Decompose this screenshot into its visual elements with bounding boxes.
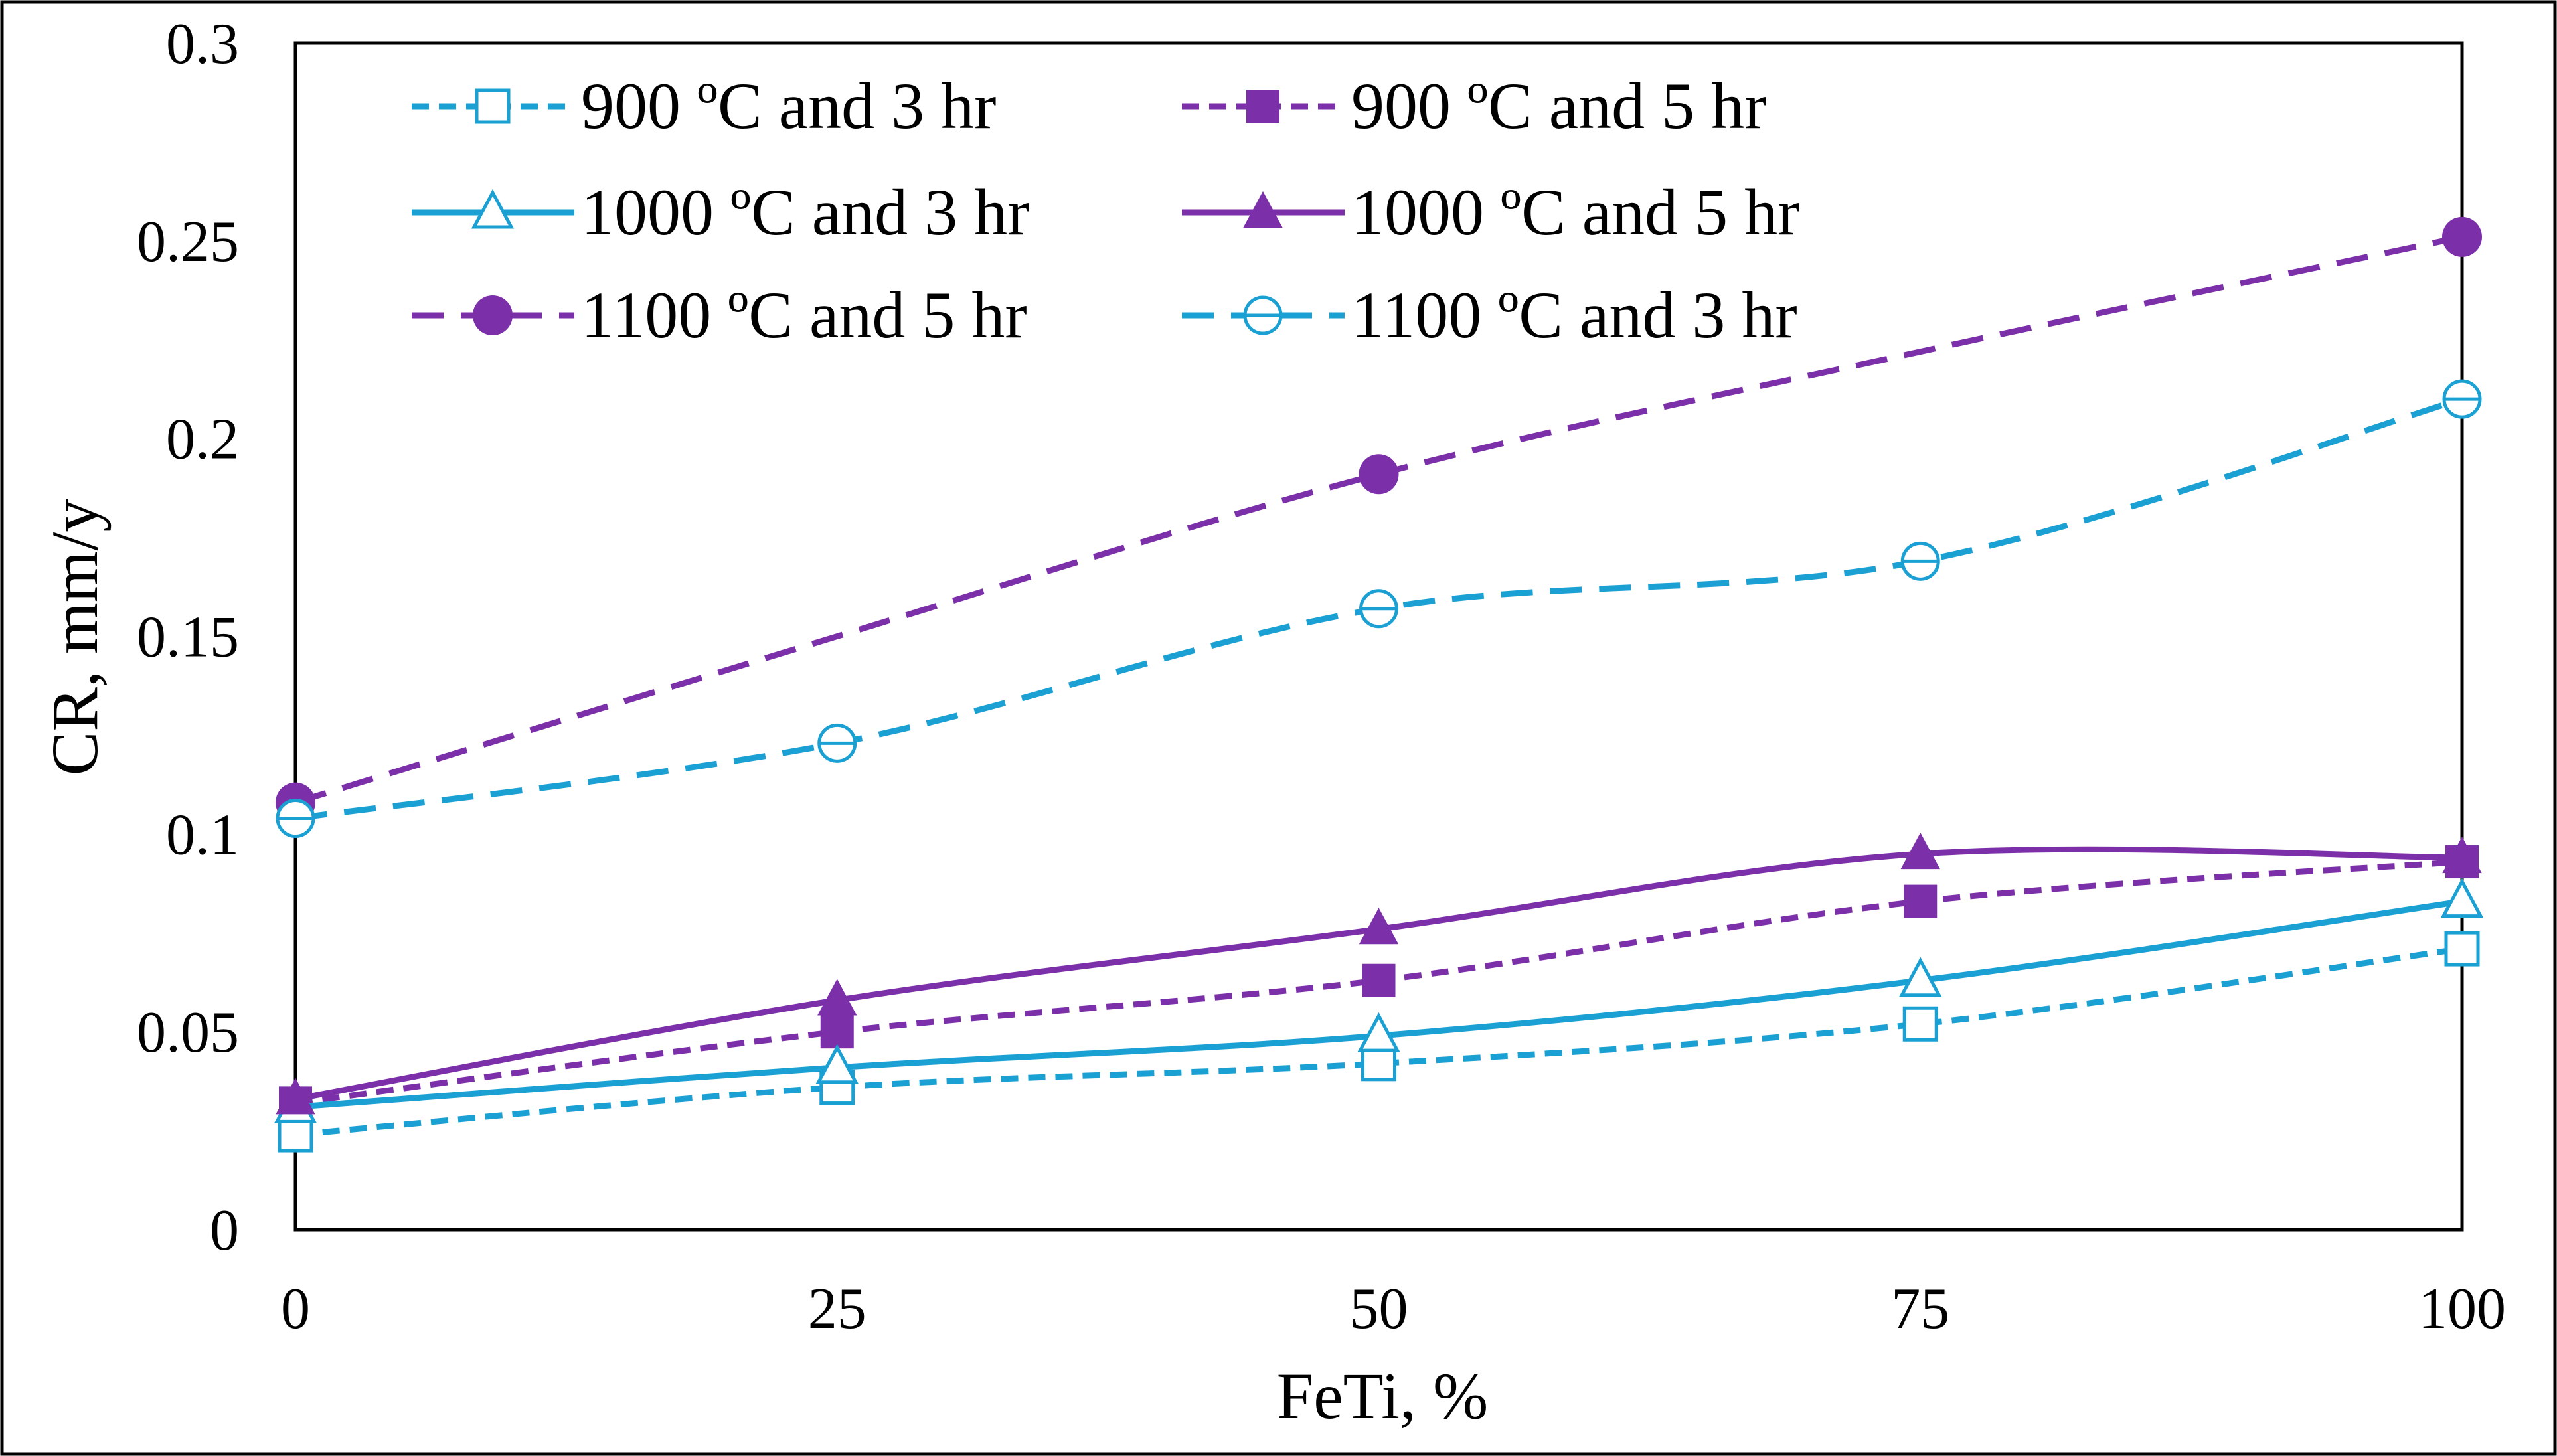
- data-point: [1359, 908, 1399, 945]
- legend-entry: 900 ºC and 5 hr: [1182, 69, 1766, 143]
- x-tick-label: 0: [281, 1277, 310, 1341]
- series-1: [278, 931, 2480, 1153]
- data-point: [1359, 454, 1399, 495]
- series-4: [276, 833, 2482, 1115]
- data-point: [2442, 379, 2482, 419]
- data-point: [820, 1015, 854, 1049]
- y-tick-label: 0.1: [166, 803, 239, 867]
- legend-label: 1100 ºC and 5 hr: [581, 278, 1027, 352]
- legend-label: 1000 ºC and 5 hr: [1351, 175, 1799, 249]
- data-point: [276, 799, 315, 839]
- y-tick-label: 0.2: [166, 408, 239, 472]
- legend-entry: 900 ºC and 3 hr: [412, 69, 996, 143]
- legend-label: 900 ºC and 5 hr: [1351, 69, 1766, 143]
- y-tick-label: 0.15: [137, 606, 239, 670]
- axes: 0 0.05 0.1 0.15 0.2 0.25 0.3 0 25 50 75 100: [137, 12, 2506, 1341]
- legend-marker: [1243, 191, 1283, 228]
- legend-label: 1000 ºC and 3 hr: [581, 175, 1029, 249]
- data-point: [278, 1117, 313, 1153]
- x-tick-label: 50: [1350, 1277, 1408, 1341]
- y-tick-label: 0.25: [137, 210, 239, 274]
- legend-marker: [475, 88, 511, 124]
- plot-area-border: [293, 41, 2464, 1232]
- legend-marker: [473, 295, 513, 335]
- legend-marker: [1246, 90, 1279, 123]
- x-tick-label: 25: [808, 1277, 866, 1341]
- data-point: [1357, 1012, 1400, 1052]
- data-point: [1899, 957, 1942, 997]
- data-point: [1900, 833, 1940, 870]
- y-tick-label: 0.3: [166, 12, 239, 76]
- legend: 900 ºC and 3 hr 900 ºC and 5 hr 1000 ºC an…: [412, 69, 1799, 352]
- data-point: [817, 979, 857, 1016]
- x-axis-label: FeTi, %: [1277, 1359, 1489, 1433]
- data-point: [2444, 931, 2480, 967]
- y-tick-label: 0.05: [137, 1001, 239, 1065]
- data-point: [815, 1044, 859, 1084]
- data-point: [1362, 963, 1396, 997]
- data-point: [1900, 541, 1940, 581]
- legend-entry: 1100 ºC and 3 hr: [1182, 278, 1797, 352]
- series-6: [276, 379, 2482, 839]
- data-point: [2442, 836, 2482, 874]
- data-point: [1361, 1046, 1396, 1082]
- data-point: [817, 723, 857, 763]
- legend-entry: 1000 ºC and 5 hr: [1182, 175, 1799, 249]
- x-tick-label: 75: [1891, 1277, 1949, 1341]
- y-tick-label: 0: [210, 1198, 239, 1263]
- legend-label: 1100 ºC and 3 hr: [1351, 278, 1797, 352]
- data-point: [2440, 878, 2484, 918]
- data-point: [276, 1078, 315, 1115]
- series-line: [295, 945, 2463, 1138]
- data-point: [1359, 589, 1398, 629]
- y-axis-label: CR, mm/y: [38, 499, 112, 776]
- series-layer: [274, 216, 2484, 1153]
- legend-entry: 1000 ºC and 3 hr: [412, 175, 1029, 249]
- legend-entry: 1100 ºC and 5 hr: [412, 278, 1027, 352]
- data-point: [1904, 884, 1938, 918]
- legend-marker: [471, 189, 515, 229]
- data-point: [1902, 1006, 1938, 1042]
- x-tick-label: 100: [2418, 1277, 2506, 1341]
- legend-marker: [1243, 295, 1283, 335]
- data-point: [2442, 216, 2482, 257]
- legend-label: 900 ºC and 3 hr: [581, 69, 996, 143]
